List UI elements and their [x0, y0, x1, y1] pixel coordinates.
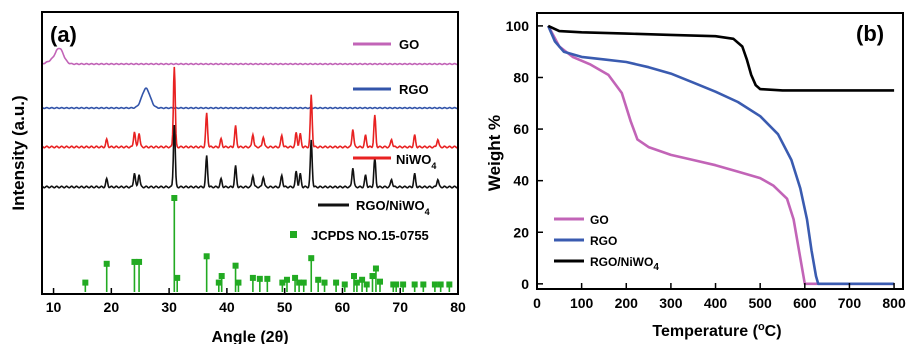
panel-a-reference-marker: [411, 281, 418, 288]
panel-b-y-tick-label: 0: [521, 276, 529, 292]
panel-a-x-tick-label: 40: [219, 299, 235, 315]
legend-b-rgo-niwo4-label: RGO/NiWO4: [590, 255, 659, 273]
legend-go-label: GO: [399, 37, 419, 52]
panel-b-plot-area: [547, 24, 895, 286]
panel-b-x-tick-label: 0: [533, 295, 541, 311]
panel-a-x-tick-label: 10: [46, 299, 62, 315]
panel-a-reference-marker: [393, 281, 400, 288]
legend-rgo-label: RGO: [399, 82, 429, 97]
panel-a-reference-marker: [315, 276, 322, 283]
panel-a-x-tick-label: 60: [335, 299, 351, 315]
panel-a-reference-marker: [235, 279, 242, 286]
panel-a-x-tick-label: 50: [277, 299, 293, 315]
panel-a-legend: GO RGO NiWO4 RGO/NiWO4 JCPDS NO.15-0755: [290, 37, 436, 243]
panel-a-reference-marker: [82, 279, 89, 286]
panel-a-series-go: [41, 47, 459, 66]
panel-a-reference-marker: [377, 278, 383, 285]
panel-a: (a) Angle (2θ) Intensity (a.u.) 10 20 30 40…: [9, 11, 466, 346]
panel-a-reference-marker: [363, 281, 370, 288]
panel-b-x-tick-label: 400: [704, 295, 728, 311]
panel-b-x-tick-label: 800: [882, 295, 906, 311]
legend-rgo-niwo4-label: RGO/NiWO4: [356, 198, 430, 217]
legend-niwo4-label: NiWO4: [396, 152, 436, 171]
panel-a-reference-marker: [136, 258, 143, 265]
panel-a-reference-marker: [341, 281, 348, 288]
panel-b-label: (b): [856, 21, 884, 46]
panel-a-reference-marker: [446, 281, 453, 288]
panel-b-y-tick-label: 20: [513, 224, 529, 240]
panel-a-reference-marker: [296, 279, 303, 286]
panel-b-y-axis-label: Weight %: [485, 115, 504, 191]
panel-a-reference-marker: [351, 273, 357, 280]
panel-a-x-axis-label: Angle (2θ): [211, 329, 288, 344]
panel-a-reference-marker: [321, 279, 328, 286]
panel-a-x-tick-label: 80: [450, 299, 466, 315]
panel-a-x-tick-label: 20: [104, 299, 120, 315]
panel-b-x-tick-label: 500: [748, 295, 772, 311]
panel-a-reference-marker: [292, 274, 299, 281]
panel-b-series-go: [547, 25, 895, 286]
panel-b-series-rgo-niwo4: [547, 24, 895, 92]
panel-a-reference-marker: [171, 195, 178, 201]
panel-a-reference-marker: [300, 279, 307, 286]
panel-a-plot-area: [41, 47, 459, 292]
panel-a-x-tick-label: 30: [161, 299, 177, 315]
panel-b-x-tick-label: 100: [570, 295, 594, 311]
panel-b-x-ticks: 0 100 200 300 400 500 600 700 800: [533, 283, 906, 311]
panel-a-series-rgo-niwo4: [41, 125, 459, 189]
panel-b-x-tick-label: 300: [659, 295, 683, 311]
panel-a-reference-marker: [218, 273, 225, 280]
panel-a-reference-marker: [420, 281, 427, 288]
panel-a-reference-marker: [400, 281, 407, 288]
panel-a-reference-marker: [437, 281, 444, 288]
panel-a-reference-marker: [369, 273, 376, 280]
panel-b-y-tick-label: 80: [513, 69, 529, 85]
legend-b-rgo-label: RGO: [590, 234, 617, 248]
panel-a-reference-marker: [264, 275, 271, 282]
panel-a-reference-marker: [103, 260, 110, 267]
legend-jcpds-marker: [290, 231, 297, 238]
panel-a-reference-marker: [256, 275, 263, 282]
panel-b-y-ticks: 0 20 40 60 80 100: [506, 18, 543, 292]
panel-a-reference-marker: [215, 279, 222, 286]
panel-a-frame: [41, 11, 459, 295]
panel-a-x-tick-label: 70: [392, 299, 408, 315]
panel-a-reference-marker: [353, 279, 360, 286]
panel-b: (b) Temperature (oC) Weight % 0 100 200 300…: [485, 12, 906, 340]
legend-b-go-label: GO: [590, 213, 609, 227]
panel-b-y-tick-label: 40: [513, 173, 529, 189]
panel-b-x-axis-label: Temperature (oC): [652, 321, 781, 340]
panel-a-reference-marker: [359, 276, 366, 283]
panel-a-reference-marker: [372, 265, 379, 272]
panel-b-x-tick-label: 200: [615, 295, 639, 311]
panel-a-reference-marker: [431, 281, 438, 288]
legend-jcpds-label: JCPDS NO.15-0755: [311, 228, 429, 243]
panel-a-reference-marker: [249, 274, 256, 281]
panel-a-series-niwo4: [41, 66, 459, 149]
panel-a-reference-marker: [203, 253, 210, 260]
panel-a-series-rgo: [41, 87, 459, 110]
panel-a-reference-marker: [131, 258, 138, 265]
panel-b-x-tick-label: 700: [838, 295, 862, 311]
panel-a-reference-marker: [174, 274, 181, 281]
panel-b-series-rgo: [547, 25, 895, 286]
panel-b-frame: [536, 12, 904, 290]
panel-a-y-axis-label: Intensity (a.u.): [9, 95, 28, 210]
panel-a-reference-marker: [232, 262, 239, 269]
panel-a-reference-marker: [279, 279, 286, 286]
panel-a-reference-marker: [283, 276, 290, 283]
panel-a-reference-marker: [333, 279, 340, 286]
panel-a-x-ticks: 10 20 30 40 50 60 70 80: [46, 288, 466, 315]
panel-b-x-tick-label: 600: [793, 295, 817, 311]
panel-b-legend: GO RGO RGO/NiWO4: [554, 213, 659, 273]
panel-b-y-tick-label: 100: [506, 18, 530, 34]
panel-a-reference-marker: [308, 255, 315, 262]
panel-b-y-tick-label: 60: [513, 121, 529, 137]
panel-a-label: (a): [50, 22, 77, 47]
